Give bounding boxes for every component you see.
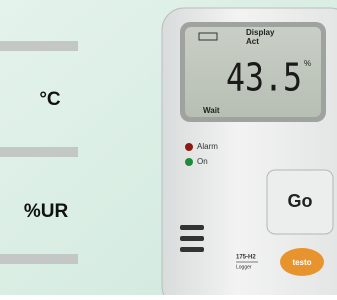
reading: 43.5 [226,56,302,100]
page: °C %UR Display Act 43.5 % Wait Alarm On … [0,0,337,300]
brand-text: testo [292,258,311,267]
model-text: Logger [236,264,252,270]
led-label: On [197,157,208,166]
unit-label: %UR [24,201,69,222]
bar [0,147,78,157]
on-led [185,158,193,166]
status-text: Wait [203,106,220,115]
led-label: Alarm [197,142,218,151]
display-text: Display [246,28,275,37]
alarm-led [185,143,193,151]
button-label: Go [288,191,313,211]
reading-unit: % [304,59,311,68]
display-text: Act [246,37,259,46]
model-text: 175-H2 [236,255,256,261]
scene: °C %UR Display Act 43.5 % Wait Alarm On … [0,0,337,295]
vent [180,247,204,252]
unit-label: °C [39,89,61,110]
vent [180,225,204,230]
bar [0,254,78,264]
bar [0,41,78,51]
vent [180,236,204,241]
